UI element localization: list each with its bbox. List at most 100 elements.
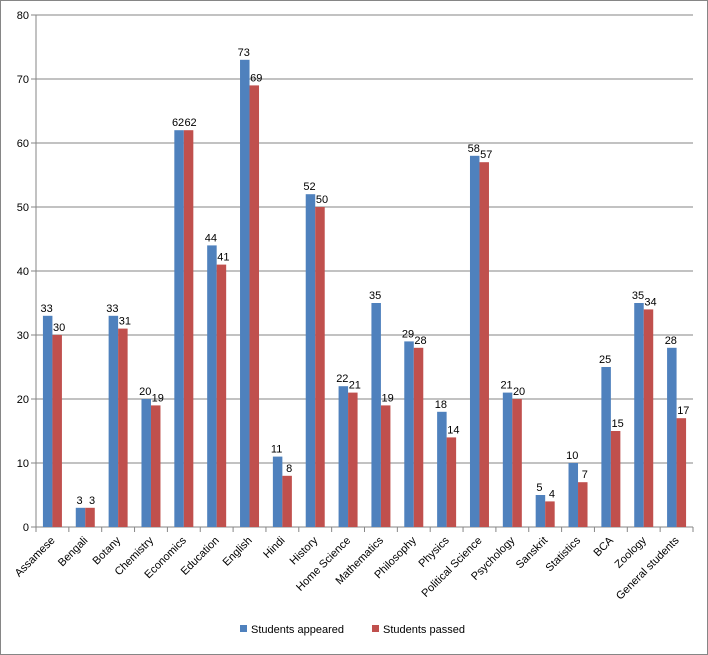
- data-label: 7: [582, 469, 588, 481]
- x-tick-label: English: [221, 535, 255, 569]
- data-label: 73: [238, 47, 250, 59]
- bar: [568, 463, 579, 527]
- y-tick-label: 70: [17, 74, 29, 86]
- data-label: 52: [303, 181, 315, 193]
- data-label: 33: [106, 303, 118, 315]
- data-label: 21: [349, 380, 361, 392]
- bar: [183, 130, 194, 527]
- bar: [85, 507, 95, 527]
- data-label: 28: [665, 335, 677, 347]
- data-label: 29: [402, 328, 414, 340]
- data-label: 14: [447, 424, 459, 436]
- data-label: 44: [205, 232, 217, 244]
- bar: [174, 130, 184, 527]
- data-label: 34: [644, 296, 656, 308]
- bar: [676, 418, 687, 527]
- bar: [371, 303, 381, 527]
- y-tick-label: 0: [23, 522, 29, 534]
- bar: [437, 411, 447, 527]
- bar: [512, 399, 522, 527]
- data-label: 18: [435, 399, 447, 411]
- data-label: 58: [468, 143, 480, 155]
- bar: [610, 431, 621, 527]
- data-label: 8: [286, 463, 292, 475]
- bar: [141, 399, 151, 527]
- y-tick-label: 10: [17, 458, 29, 470]
- legend-swatch: [372, 625, 379, 632]
- bar: [150, 405, 161, 527]
- bar: [75, 507, 86, 527]
- bar: [118, 328, 128, 527]
- y-tick-label: 20: [17, 394, 29, 406]
- bar: [545, 501, 555, 527]
- data-label: 20: [139, 386, 151, 398]
- x-tick-label: Hindi: [261, 535, 287, 561]
- bar: [469, 155, 480, 528]
- data-label: 22: [336, 373, 348, 385]
- y-tick-label: 40: [17, 266, 29, 278]
- y-tick-label: 30: [17, 330, 29, 342]
- data-label: 62: [172, 117, 184, 129]
- bar: [305, 194, 316, 527]
- bar: [446, 437, 457, 527]
- bar: [207, 245, 217, 527]
- data-label: 19: [382, 392, 394, 404]
- bar: [249, 85, 260, 528]
- x-tick-label: Statistics: [544, 534, 584, 574]
- data-label: 4: [549, 488, 555, 500]
- data-label: 25: [599, 354, 611, 366]
- data-label: 35: [632, 290, 644, 302]
- data-label: 19: [152, 392, 164, 404]
- bar: [52, 335, 62, 527]
- bar: [216, 264, 227, 527]
- data-label: 57: [480, 149, 492, 161]
- data-label: 3: [89, 495, 95, 507]
- y-tick-label: 50: [17, 202, 29, 214]
- data-label: 20: [513, 386, 525, 398]
- x-tick-label: General students: [614, 534, 682, 602]
- data-label: 17: [677, 405, 689, 417]
- data-label: 50: [316, 194, 328, 206]
- data-label: 28: [414, 335, 426, 347]
- data-label: 62: [184, 117, 196, 129]
- bar: [479, 162, 489, 527]
- bar: [108, 315, 119, 527]
- y-tick-label: 80: [17, 10, 29, 22]
- bar: [601, 367, 611, 527]
- bar: [643, 309, 654, 527]
- bar: [413, 347, 424, 527]
- data-label: 41: [217, 252, 229, 264]
- data-label: 3: [76, 495, 82, 507]
- data-label: 10: [566, 450, 578, 462]
- bar: [42, 315, 53, 527]
- data-label: 5: [536, 482, 542, 494]
- bar: [667, 347, 677, 527]
- data-label: 69: [250, 72, 262, 84]
- y-tick-label: 60: [17, 138, 29, 150]
- bar: [272, 456, 283, 527]
- data-label: 35: [369, 290, 381, 302]
- bar: [404, 341, 414, 527]
- data-label: 11: [271, 444, 282, 456]
- data-label: 31: [119, 316, 131, 328]
- legend-swatch: [240, 625, 247, 632]
- bar: [535, 495, 546, 527]
- data-label: 33: [41, 303, 53, 315]
- bar: [338, 386, 349, 527]
- data-label: 30: [53, 322, 65, 334]
- bar: [315, 207, 325, 527]
- bar: [634, 303, 644, 527]
- x-tick-label: Assamese: [13, 535, 58, 580]
- x-tick-label: Political Science: [419, 535, 484, 600]
- bar: [578, 482, 588, 527]
- bar: [348, 392, 358, 527]
- bar: [282, 475, 292, 527]
- bar: [502, 392, 513, 527]
- bar: [240, 59, 250, 528]
- legend-label: Students passed: [383, 624, 465, 636]
- data-label: 15: [612, 418, 624, 430]
- x-tick-label: Bengali: [56, 535, 90, 569]
- x-tick-label: BCA: [592, 534, 617, 559]
- bar: [380, 405, 391, 527]
